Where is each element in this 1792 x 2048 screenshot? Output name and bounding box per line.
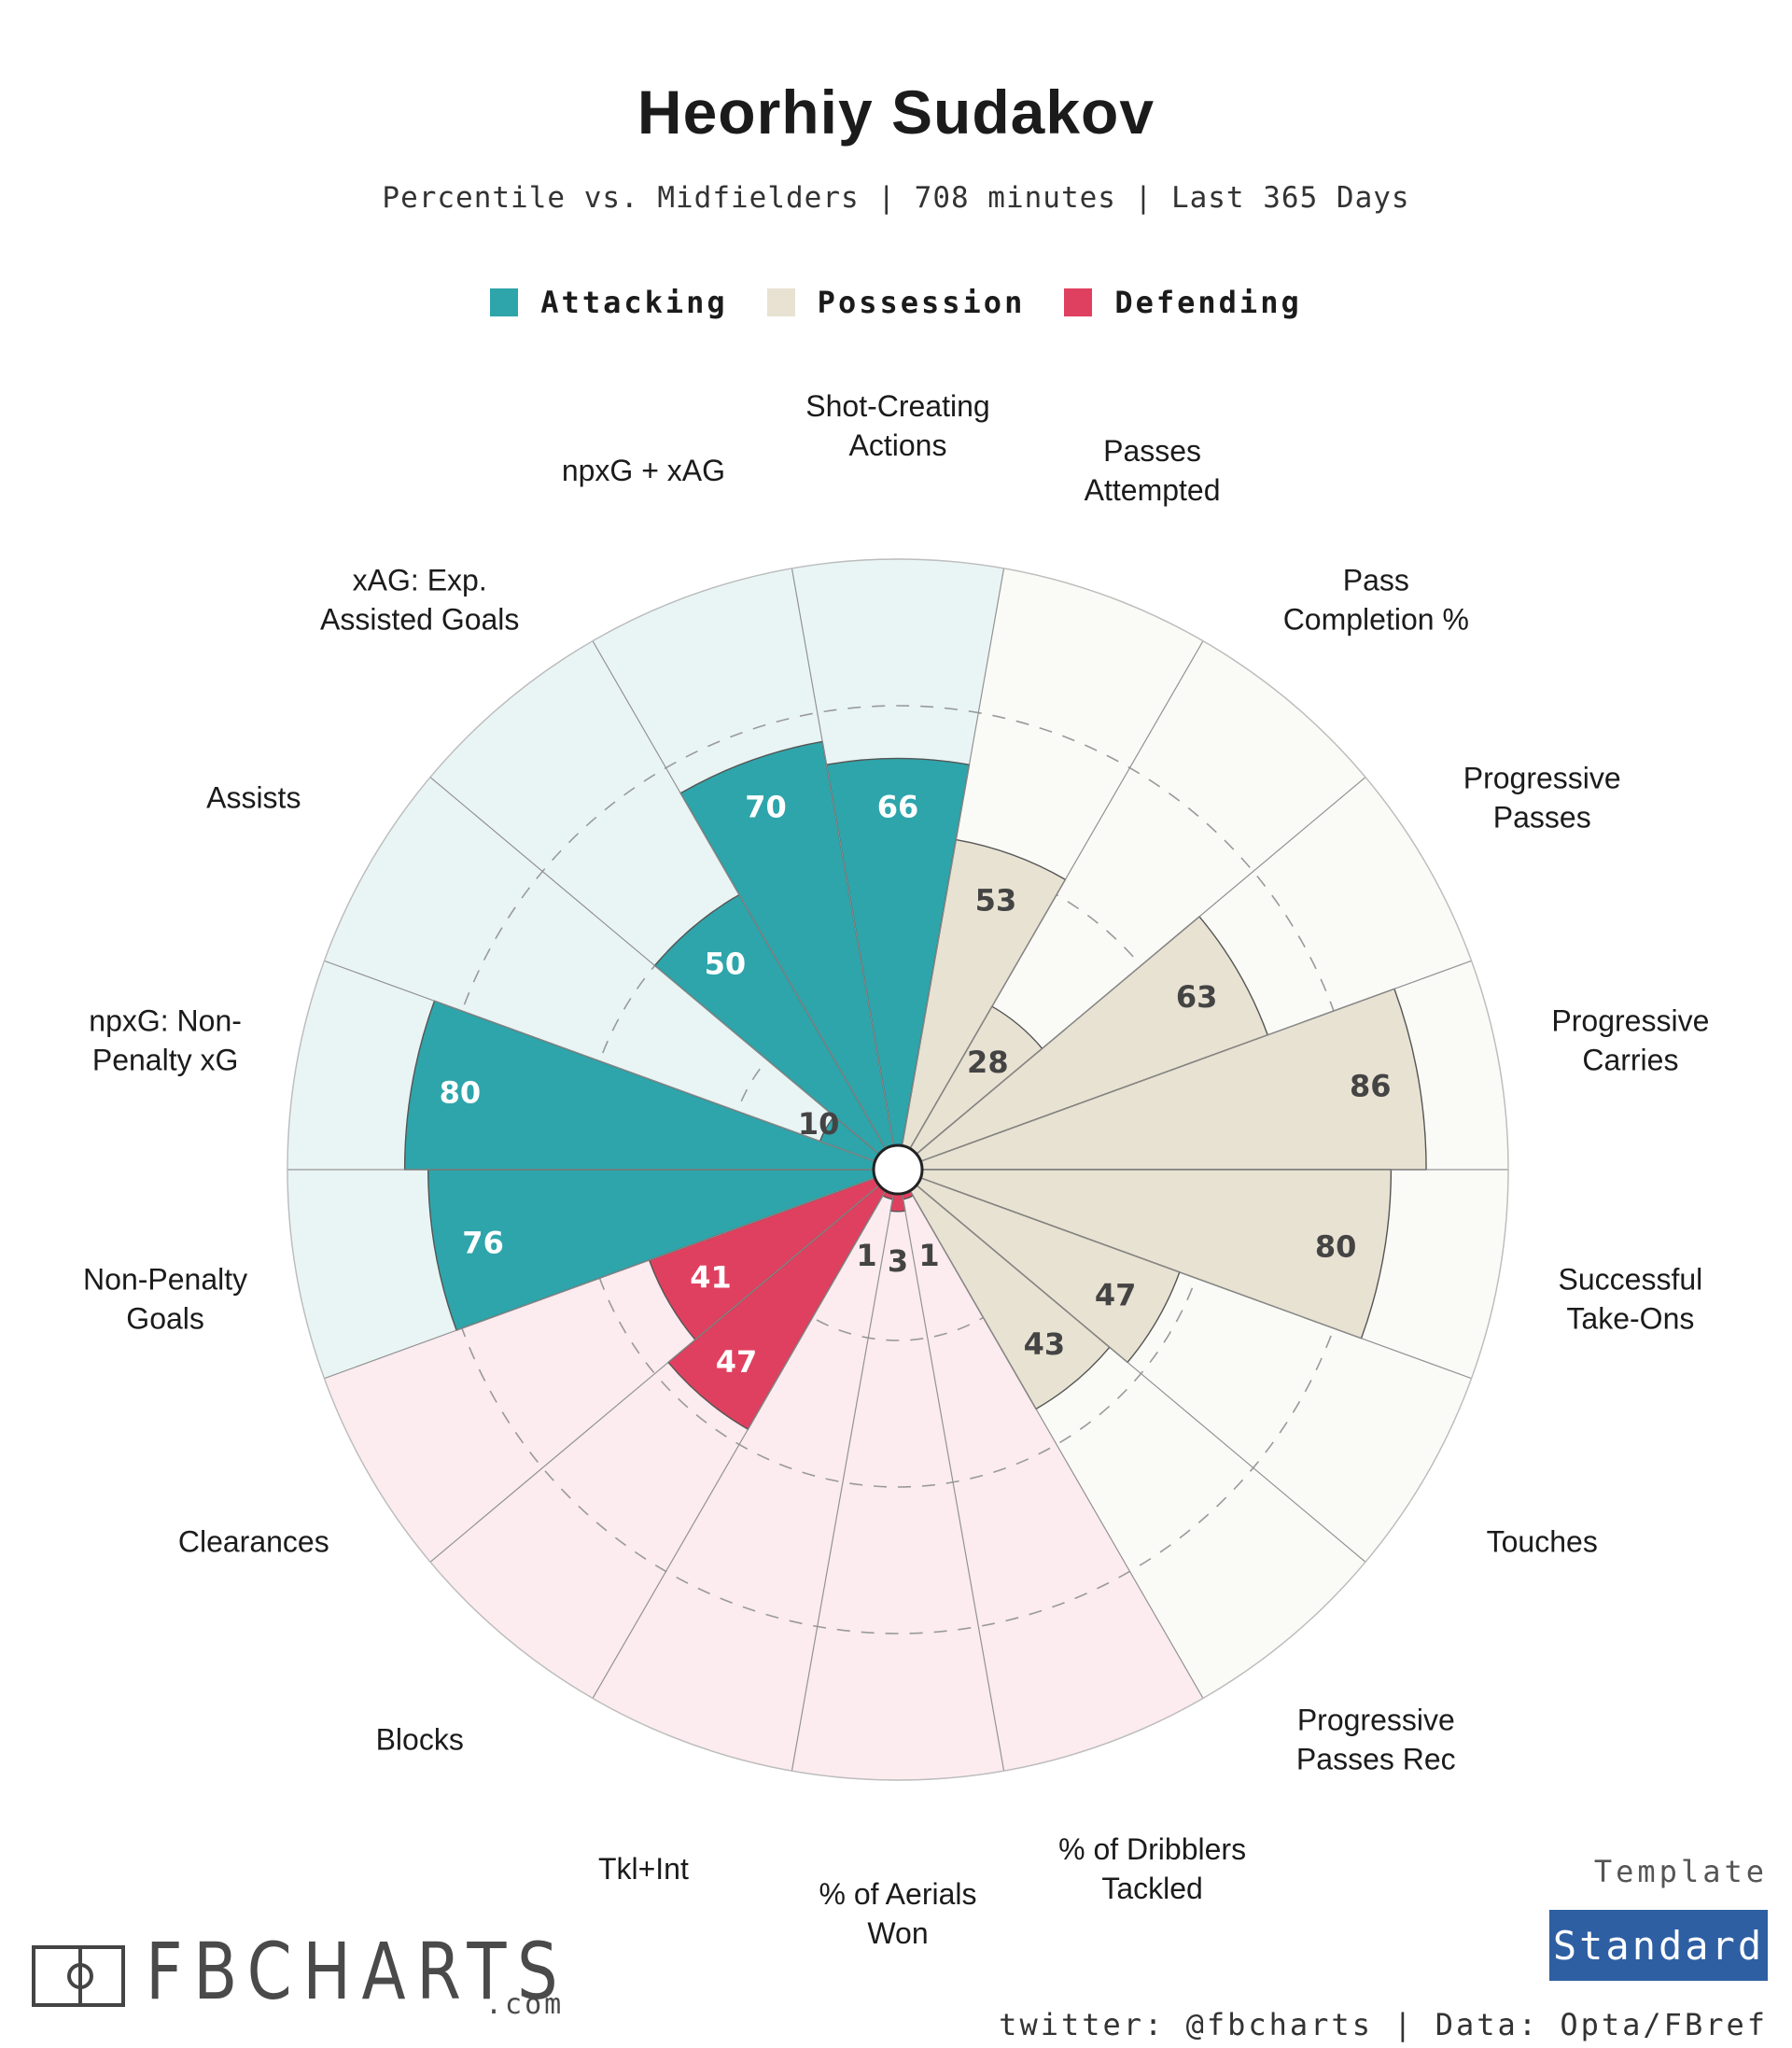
legend-swatch-attacking [490, 288, 519, 316]
value-label: 86 [1350, 1069, 1392, 1104]
sector-divider [916, 1185, 1366, 1563]
value-label: 50 [705, 946, 747, 981]
sector-divider [909, 1190, 1204, 1699]
template-label: Template [1593, 1854, 1768, 1889]
sector-divider [324, 960, 875, 1162]
sector-divider [791, 568, 894, 1146]
value-label: 76 [462, 1225, 504, 1260]
category-label: Progressive Passes [1463, 762, 1621, 835]
sector-divider [920, 1177, 1472, 1380]
sector-divider [902, 568, 1005, 1146]
value-label: 70 [745, 789, 787, 824]
sector-divider [324, 1177, 875, 1380]
value-label: 47 [716, 1344, 758, 1380]
category-label: Pass Completion % [1283, 563, 1469, 636]
category-label: Touches [1487, 1525, 1598, 1559]
template-badge: Standard [1549, 1910, 1768, 1981]
value-label: 10 [798, 1106, 840, 1142]
sector-divider [429, 1185, 880, 1563]
category-label: Tkl+Int [598, 1852, 689, 1886]
category-label: npxG + xAG [562, 454, 725, 487]
legend-item-defending: Defending [1064, 285, 1301, 320]
sector-divider [902, 1193, 1005, 1772]
value-label: 28 [967, 1045, 1009, 1080]
value-label: 53 [975, 883, 1017, 919]
value-label: 1 [918, 1238, 939, 1273]
sector-divider [920, 960, 1472, 1162]
category-label: xAG: Exp. Assisted Goals [320, 563, 519, 636]
sector-divider [916, 777, 1366, 1155]
legend-swatch-defending [1064, 288, 1093, 316]
category-label: Assists [206, 781, 301, 815]
value-label: 47 [1095, 1278, 1137, 1313]
chart-subtitle: Percentile vs. Midfielders | 708 minutes… [382, 181, 1410, 215]
outer-circle [287, 558, 1509, 1781]
category-label: Non-Penalty Goals [83, 1262, 247, 1335]
category-label: Clearances [178, 1525, 329, 1559]
legend-label-attacking: Attacking [540, 285, 728, 320]
category-label: npxG: Non-Penalty xG [89, 1004, 242, 1077]
sector-divider [791, 1193, 894, 1772]
category-label: Progressive Passes Rec [1296, 1704, 1456, 1776]
value-label: 41 [690, 1260, 732, 1296]
value-label: 63 [1176, 979, 1218, 1015]
sector-divider [429, 777, 880, 1155]
value-label: 43 [1024, 1326, 1066, 1362]
category-label: Passes Attempted [1085, 434, 1221, 507]
category-label: % of Aerials Won [819, 1877, 977, 1950]
credits: twitter: @fbcharts | Data: Opta/FBref [999, 2007, 1768, 2042]
legend-swatch-possession [766, 288, 795, 316]
center-hole [872, 1143, 924, 1196]
category-label: Shot-Creating Actions [805, 389, 989, 462]
legend: Attacking Possession Defending [0, 285, 1792, 320]
value-label: 66 [877, 790, 919, 825]
sector-divider [592, 1190, 887, 1699]
value-label: 80 [1315, 1229, 1357, 1265]
legend-label-defending: Defending [1114, 285, 1302, 320]
brand-suffix: .com [485, 1988, 565, 2021]
legend-label-possession: Possession [817, 285, 1026, 320]
brand-name: FBCHARTS [146, 1926, 569, 2017]
chart-title: Heorhiy Sudakov [637, 77, 1155, 147]
category-label: % of Dribblers Tackled [1058, 1832, 1246, 1905]
legend-item-possession: Possession [766, 285, 1026, 320]
sector-divider [592, 640, 887, 1149]
value-label: 3 [888, 1243, 908, 1279]
brand-logo-block: FBCHARTS .com [32, 1926, 662, 2021]
value-label: 1 [856, 1238, 876, 1273]
category-label: Blocks [376, 1723, 464, 1757]
category-label: Successful Take-Ons [1559, 1262, 1703, 1335]
sector-divider [909, 640, 1204, 1149]
value-label: 80 [440, 1074, 482, 1110]
category-label: Progressive Carries [1551, 1004, 1709, 1077]
legend-item-attacking: Attacking [490, 285, 727, 320]
pitch-logo-icon [32, 1945, 125, 2007]
